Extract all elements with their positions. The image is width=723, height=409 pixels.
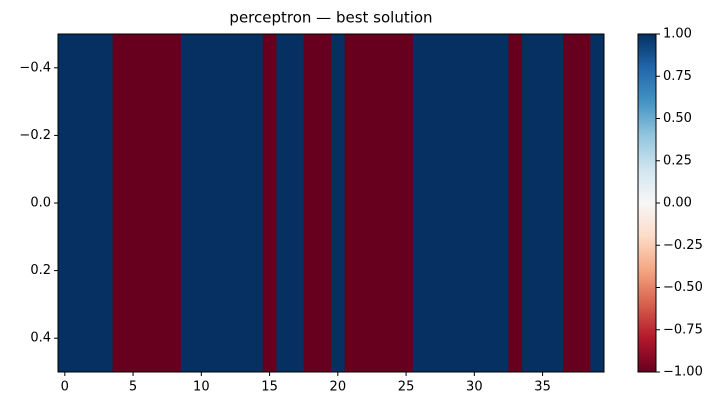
heatmap-cell (563, 34, 578, 372)
heatmap-cell (317, 34, 332, 372)
heatmap-cell (126, 34, 141, 372)
y-tick-label: 0.4 (30, 331, 51, 346)
y-tick-label: −0.2 (19, 128, 51, 143)
heatmap-cell (453, 34, 468, 372)
x-tick-label: 30 (466, 380, 483, 395)
heatmap-cell (235, 34, 250, 372)
heatmap-cell (194, 34, 209, 372)
heatmap-cell (180, 34, 195, 372)
heatmap-cell (85, 34, 100, 372)
colorbar-tick-label: 0.75 (663, 69, 692, 84)
x-tick-label: 15 (261, 380, 278, 395)
y-tick-label: 0.0 (30, 196, 51, 211)
x-tick-label: 20 (330, 380, 347, 395)
heatmap-cell (71, 34, 86, 372)
y-tick-label: −0.4 (19, 60, 51, 75)
heatmap-cell (385, 34, 400, 372)
heatmap-cell (344, 34, 359, 372)
x-tick-label: 5 (129, 380, 137, 395)
heatmap-cell (549, 34, 564, 372)
heatmap-cell (139, 34, 155, 372)
heatmap-cell (208, 34, 223, 372)
heatmap-cell (508, 34, 523, 372)
heatmap-cell (426, 34, 441, 372)
colorbar-tick-label: 0.50 (663, 111, 692, 126)
heatmap-cell (153, 34, 168, 372)
colorbar-tick-label: −0.50 (663, 280, 703, 295)
heatmap-cell (358, 34, 373, 372)
heatmap-cell (399, 34, 414, 372)
x-tick-label: 10 (193, 380, 210, 395)
colorbar-tick-label: 0.25 (663, 153, 692, 168)
heatmap-cell (590, 34, 605, 372)
heatmap-cell (167, 34, 182, 372)
heatmap-cell (412, 34, 428, 372)
heatmap-cell (58, 34, 73, 372)
heatmap-cell (262, 34, 277, 372)
colorbar-tick-label: 0.00 (663, 196, 692, 211)
heatmap-cell (494, 34, 509, 372)
x-tick-label: 35 (534, 380, 551, 395)
heatmap-cell (371, 34, 387, 372)
heatmap-cell (276, 34, 291, 372)
heatmap-cell (303, 34, 318, 372)
heatmap-cell (481, 34, 496, 372)
x-tick-label: 0 (61, 380, 69, 395)
heatmap-cell (221, 34, 236, 372)
heatmap-cell (535, 34, 550, 372)
heatmap-cell (98, 34, 114, 372)
heatmap-cell (522, 34, 537, 372)
colorbar (637, 33, 657, 373)
heatmap-cell (112, 34, 127, 372)
x-tick-label: 25 (398, 380, 415, 395)
colorbar-tick-label: −1.00 (663, 365, 703, 380)
heatmap-cell (440, 34, 455, 372)
heatmap-cell (290, 34, 305, 372)
chart-title: perceptron — best solution (229, 9, 432, 27)
heatmap-cell (249, 34, 264, 372)
heatmap-cell (467, 34, 482, 372)
heatmap-cell (331, 34, 346, 372)
colorbar-tick-label: −0.25 (663, 238, 703, 253)
colorbar-tick-label: 1.00 (663, 27, 692, 42)
y-tick-label: 0.2 (30, 263, 51, 278)
heatmap-cell (576, 34, 591, 372)
colorbar-tick-label: −0.75 (663, 322, 703, 337)
